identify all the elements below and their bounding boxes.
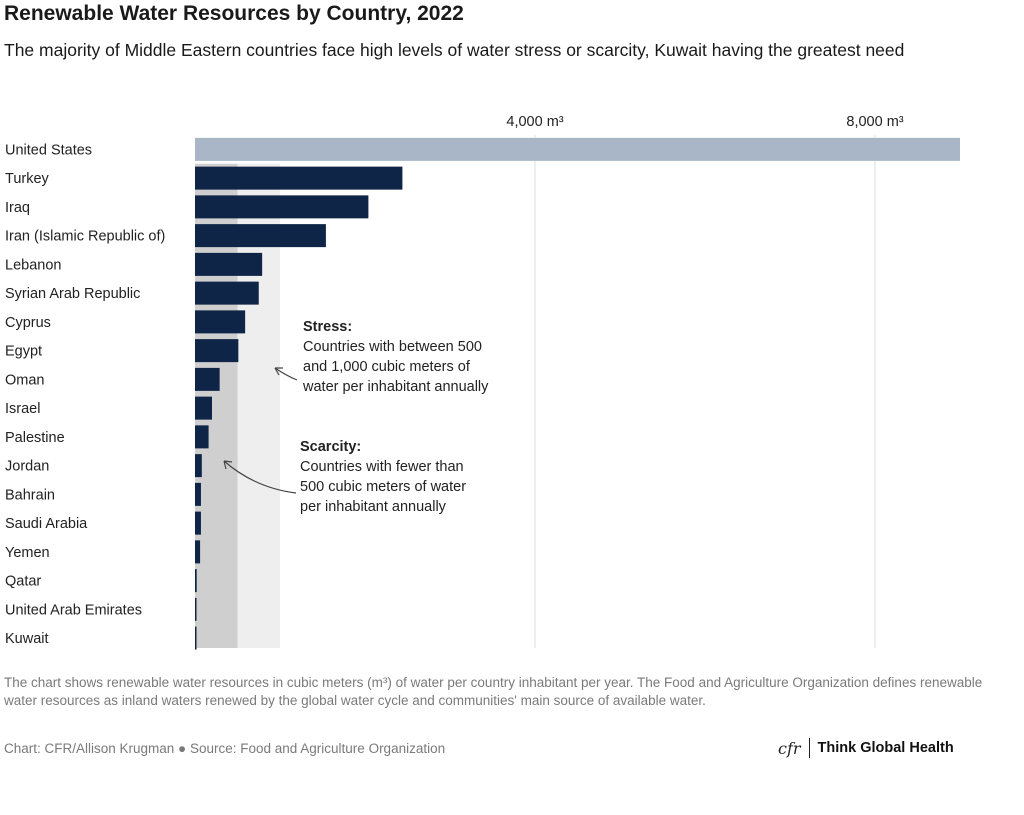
- cfr-logo: cfr: [778, 738, 801, 758]
- bar: [195, 137, 960, 161]
- bar-chart: 4,000 m³ 8,000 m³ United States Turkey Iraq I…: [5, 114, 960, 650]
- bar: [195, 252, 263, 276]
- bar: [195, 339, 239, 363]
- bar: [195, 540, 201, 564]
- bar: [195, 511, 201, 535]
- bar: [195, 425, 209, 449]
- category-label: Iran (Islamic Republic of): [5, 229, 165, 245]
- bar: [195, 454, 202, 478]
- category-label: Turkey: [5, 171, 50, 187]
- category-label: Kuwait: [5, 631, 49, 647]
- bar: [195, 166, 403, 190]
- brand-logo-group[interactable]: cfr Think Global Health: [778, 736, 954, 760]
- stress-arrow-head: [274, 367, 283, 376]
- category-label: Palestine: [5, 430, 65, 446]
- stress-annotation-text: water per inhabitant annually: [302, 379, 489, 395]
- scarcity-annotation-text: per inhabitant annually: [300, 499, 447, 515]
- stress-annotation-text: and 1,000 cubic meters of: [303, 359, 471, 375]
- scarcity-annotation-heading: Scarcity:: [300, 439, 361, 455]
- bar: [195, 482, 201, 506]
- bar: [195, 195, 369, 219]
- brand-name: Think Global Health: [817, 740, 954, 756]
- bar: [195, 310, 246, 334]
- bar: [195, 224, 326, 248]
- stress-annotation-heading: Stress:: [303, 319, 352, 335]
- stress-arrow: [274, 367, 298, 381]
- scarcity-annotation-text: Countries with fewer than: [300, 459, 464, 475]
- category-label: United States: [5, 142, 92, 158]
- category-label: Egypt: [5, 344, 42, 360]
- category-label: Jordan: [5, 459, 49, 475]
- bar: [195, 396, 212, 420]
- chart-subtitle: The majority of Middle Eastern countries…: [4, 40, 905, 60]
- stress-annotation-text: Countries with between 500: [303, 339, 482, 355]
- scarcity-arrow: [223, 460, 297, 494]
- category-label: Qatar: [5, 574, 41, 590]
- category-label: Cyprus: [5, 315, 51, 331]
- scarcity-arrow-head: [223, 460, 233, 470]
- bar: [195, 626, 197, 650]
- category-label: Iraq: [5, 200, 30, 216]
- scarcity-annotation-text: 500 cubic meters of water: [300, 479, 466, 495]
- chart-title: Renewable Water Resources by Country, 20…: [4, 2, 464, 25]
- x-tick-label: 4,000 m³: [506, 114, 563, 130]
- category-label: Syrian Arab Republic: [5, 286, 140, 302]
- x-tick-label: 8,000 m³: [846, 114, 903, 130]
- category-label: United Arab Emirates: [5, 602, 142, 618]
- category-label: Lebanon: [5, 257, 61, 273]
- chart-credit: Chart: CFR/Allison Krugman ● Source: Foo…: [4, 741, 446, 756]
- bar: [195, 281, 259, 305]
- category-label: Oman: [5, 372, 45, 388]
- category-label: Israel: [5, 401, 40, 417]
- category-label: Yemen: [5, 545, 50, 561]
- brand-divider: [808, 738, 810, 758]
- category-label: Saudi Arabia: [5, 516, 88, 532]
- bar: [195, 569, 197, 593]
- bar: [195, 597, 197, 621]
- category-label: Bahrain: [5, 487, 55, 503]
- bar: [195, 367, 220, 391]
- chart-footnote: The chart shows renewable water resource…: [4, 675, 983, 708]
